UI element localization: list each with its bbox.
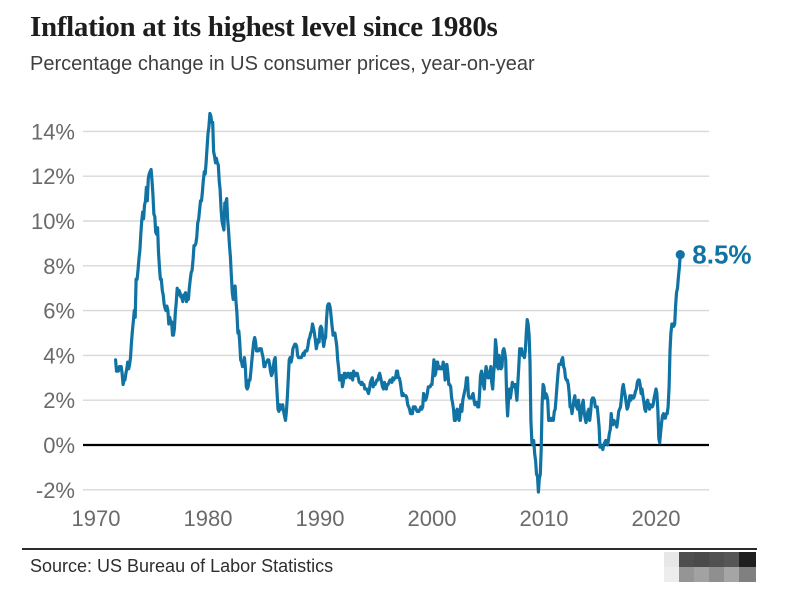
y-tick-label: 2% [43,388,75,413]
logo-pixel [739,552,756,567]
logo-pixel [724,552,739,567]
logo-pixel-row [664,567,756,582]
redacted-logo [664,552,756,582]
x-tick-label: 1970 [72,506,121,531]
x-tick-label: 1990 [296,506,345,531]
x-tick-label: 1980 [184,506,233,531]
y-tick-label: 10% [31,209,75,234]
logo-pixel [679,552,694,567]
x-tick-label: 2010 [520,506,569,531]
y-tick-label: 0% [43,433,75,458]
endpoint-dot [675,250,685,260]
logo-pixel [664,552,679,567]
y-tick-label: 8% [43,254,75,279]
logo-pixel [694,552,709,567]
logo-pixel [679,567,694,582]
source-text: Source: US Bureau of Labor Statistics [30,556,334,576]
y-tick-label: -2% [36,478,75,503]
endpoint-annotation: 8.5% [692,240,751,270]
footer-divider [22,548,757,550]
logo-pixel [739,567,756,582]
logo-pixel [694,567,709,582]
cpi-line [114,111,682,494]
logo-pixel-row [664,552,756,567]
y-tick-label: 14% [31,119,75,144]
x-tick-label: 2000 [408,506,457,531]
logo-pixel [709,567,724,582]
logo-pixel [664,567,679,582]
page-title: Inflation at its highest level since 198… [30,11,498,43]
y-tick-label: 6% [43,299,75,324]
y-tick-label: 12% [31,164,75,189]
inflation-line-chart: 14% 12% 10% 8% 6% 4% 2% 0% -2% 1970 1980 1990 2000 20… [31,111,752,531]
logo-pixel [724,567,739,582]
logo-pixel [709,552,724,567]
x-tick-label: 2020 [632,506,681,531]
page-subtitle: Percentage change in US consumer prices,… [30,53,535,75]
y-tick-label: 4% [43,343,75,368]
